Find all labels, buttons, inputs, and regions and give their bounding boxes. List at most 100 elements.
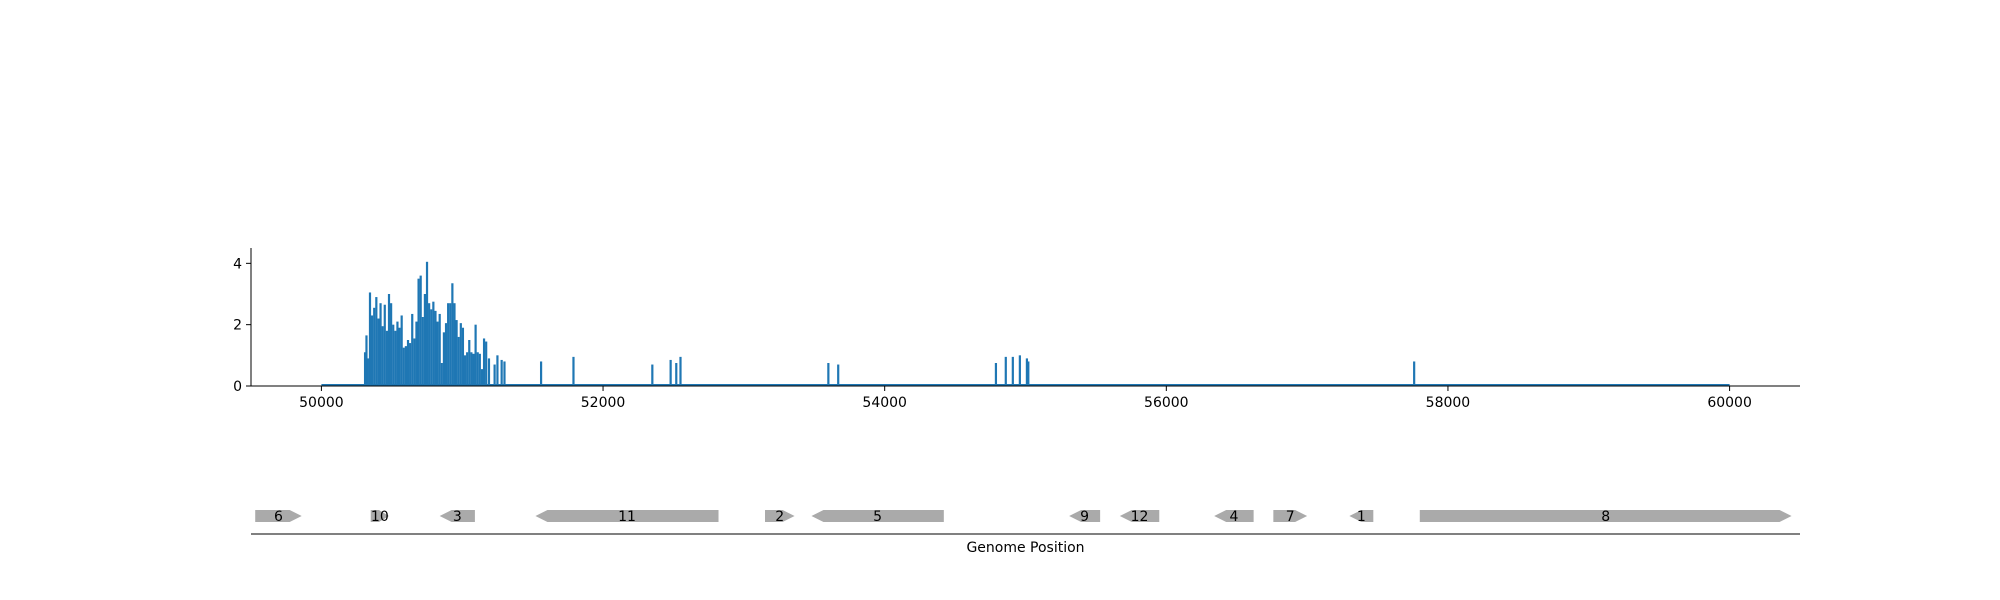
coverage-bar (447, 303, 450, 386)
gene-arrow (370, 510, 390, 522)
coverage-bar (493, 364, 496, 386)
coverage-bar (503, 361, 506, 386)
gene-label: 11 (618, 509, 636, 525)
coverage-bar (837, 364, 840, 386)
coverage-bar (468, 340, 471, 386)
y-tick-label: 0 (233, 379, 242, 395)
coverage-bar (474, 324, 477, 386)
coverage-bar (419, 275, 422, 386)
coverage-bar (444, 323, 448, 386)
y-axis-ticks: 0 2 4 (233, 256, 251, 395)
coverage-bar (461, 327, 465, 386)
gene-arrow (1119, 510, 1160, 522)
coverage-bar (379, 303, 382, 386)
coverage-bar (669, 359, 672, 386)
coverage-bar (400, 315, 403, 386)
coverage-bar (679, 356, 682, 386)
x-tick-label: 52000 (581, 395, 626, 411)
coverage-bar (432, 301, 435, 386)
coverage-bar (413, 338, 416, 386)
y-tick-label: 4 (233, 256, 242, 272)
gene-label: 1 (1357, 509, 1366, 525)
coverage-bar (463, 355, 467, 386)
coverage-bar (487, 358, 491, 386)
gene-map: 6 10 3 11 2 5 9 12 4 7 1 8 Genome Position (251, 509, 1800, 556)
coverage-bar (404, 346, 407, 386)
coverage-bar (430, 309, 433, 386)
coverage-bar (472, 353, 475, 386)
gene-arrow (1273, 510, 1308, 522)
coverage-bar (453, 303, 456, 386)
coverage-bar (423, 294, 427, 386)
coverage-bar (428, 303, 431, 386)
coverage-bar (381, 326, 384, 386)
coverage-bar (425, 261, 429, 386)
coverage-bar (365, 335, 368, 386)
x-tick-label: 56000 (1144, 395, 1189, 411)
coverage-bar (394, 330, 397, 386)
gene-arrow (439, 510, 475, 522)
coverage-bars (321, 261, 1730, 386)
coverage-bar (392, 324, 395, 386)
coverage-bar (482, 338, 486, 386)
gene-arrow (1419, 510, 1792, 522)
coverage-bar (411, 313, 414, 386)
coverage-bar (1011, 356, 1014, 386)
coverage-bar (375, 297, 378, 386)
coverage-bar (440, 363, 443, 386)
coverage-bar (438, 313, 441, 386)
coverage-bar (387, 294, 391, 386)
gene-arrow (255, 510, 302, 522)
coverage-bar (478, 353, 481, 386)
coverage-bar (1413, 361, 1416, 386)
coverage-bar (421, 317, 424, 386)
coverage-bar (500, 359, 503, 386)
coverage-bar (434, 310, 437, 386)
coverage-bar (442, 332, 446, 386)
gene-label: 5 (873, 509, 882, 525)
genome-position-label: Genome Position (966, 540, 1084, 556)
coverage-bar (480, 369, 484, 386)
coverage-bar (390, 303, 393, 386)
x-tick-label: 58000 (1426, 395, 1471, 411)
coverage-plot: 50000 52000 54000 56000 58000 60000 0 2 4 (233, 248, 1800, 411)
coverage-bar (455, 320, 458, 386)
gene-arrow (1214, 510, 1254, 522)
gene-label: 6 (274, 509, 283, 525)
gene-arrows: 6 10 3 11 2 5 9 12 4 7 1 8 (255, 509, 1792, 525)
coverage-bar (377, 318, 380, 386)
coverage-bar (1025, 358, 1029, 386)
coverage-baseline (321, 384, 1730, 386)
coverage-bar (539, 361, 543, 386)
gene-label: 9 (1080, 509, 1089, 525)
coverage-bar (457, 336, 460, 386)
coverage-bar (409, 343, 412, 386)
coverage-bar (994, 363, 998, 386)
x-tick-label: 60000 (1707, 395, 1752, 411)
coverage-bar (436, 321, 439, 386)
coverage-bar (396, 321, 399, 386)
coverage-bar (459, 323, 462, 386)
coverage-bar (415, 321, 418, 386)
gene-label: 8 (1601, 509, 1610, 525)
coverage-bar (675, 363, 678, 386)
coverage-bar (449, 303, 452, 386)
gene-arrow (764, 510, 795, 522)
x-axis-ticks: 50000 52000 54000 56000 58000 60000 (299, 386, 1752, 411)
coverage-bar (363, 352, 367, 386)
coverage-bar (383, 304, 386, 386)
gene-label: 2 (775, 509, 784, 525)
gene-label: 7 (1286, 509, 1295, 525)
x-tick-label: 54000 (862, 395, 907, 411)
coverage-bar (572, 356, 575, 386)
coverage-bar (385, 330, 388, 386)
coverage-bar (406, 340, 410, 386)
coverage-bar (1004, 356, 1007, 386)
gene-label: 4 (1229, 509, 1238, 525)
coverage-bar (398, 327, 401, 386)
coverage-bar (827, 363, 830, 386)
y-tick-label: 2 (233, 318, 242, 334)
coverage-bar (417, 278, 420, 386)
coverage-bar (466, 352, 469, 386)
